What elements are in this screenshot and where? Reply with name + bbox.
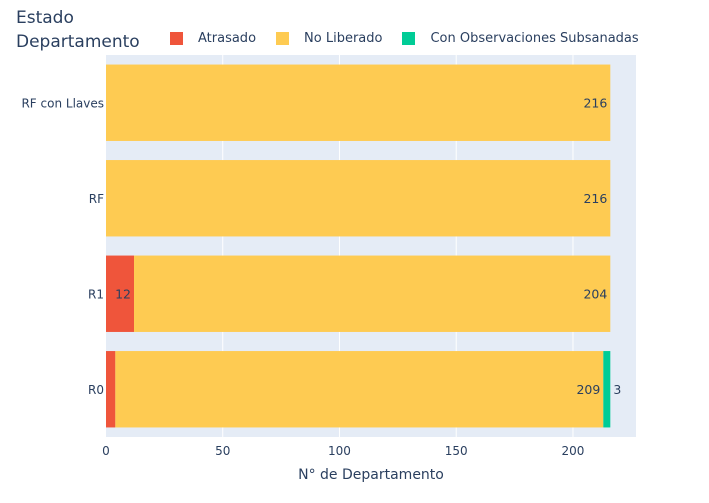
data-label-no-liberado-rf: 216 <box>583 191 607 206</box>
x-tick-label: 200 <box>562 444 585 458</box>
legend-label-no-liberado: No Liberado <box>304 31 383 46</box>
bar-atrasado-r1 <box>106 255 135 332</box>
data-label-no-liberado-r1: 204 <box>583 286 607 301</box>
bar-no-liberado-r1 <box>134 255 611 332</box>
bar-no-liberado-rf-con-llaves <box>106 64 611 141</box>
x-tick-label: 100 <box>328 444 351 458</box>
x-tick-label: 50 <box>215 444 230 458</box>
legend-item-atrasado[interactable]: Atrasado <box>170 31 256 46</box>
data-label-no-liberado-r0: 209 <box>576 382 600 397</box>
data-label-atrasado-r1: 12 <box>115 286 131 301</box>
y-tick-label: RF <box>89 192 104 206</box>
legend-swatch-con-observaciones <box>402 32 416 45</box>
legend-label-con-observaciones: Con Observaciones Subsanadas <box>430 31 639 46</box>
legend-title-line-1: Estado <box>16 8 74 28</box>
bar-no-liberado-r0 <box>115 351 604 428</box>
data-label-no-liberado-rf-con-llaves: 216 <box>583 95 607 110</box>
y-tick-label: RF con Llaves <box>21 96 104 110</box>
y-tick-label: R1 <box>88 287 104 301</box>
bar-con-observaciones-subsanadas-r0 <box>603 351 611 428</box>
legend-title-line-2: Departamento <box>16 32 140 52</box>
bar-atrasado-r0 <box>106 351 116 428</box>
legend-swatch-atrasado <box>170 32 183 45</box>
x-tick-label: 0 <box>102 444 110 458</box>
legend-label-atrasado: Atrasado <box>198 31 257 46</box>
legend-swatch-no-liberado <box>276 32 290 45</box>
bar-no-liberado-rf <box>106 160 611 237</box>
legend-title: Estado Departamento <box>16 6 140 54</box>
legend-item-con-observaciones[interactable]: Con Observaciones Subsanadas <box>402 31 639 46</box>
y-tick-label: R0 <box>88 383 104 397</box>
data-label-con-observaciones-subsanadas-r0: 3 <box>613 382 621 397</box>
legend-item-no-liberado[interactable]: No Liberado <box>276 31 382 46</box>
x-tick-label: 150 <box>445 444 468 458</box>
x-axis-title: N° de Departamento <box>298 467 444 483</box>
legend: Atrasado No Liberado Con Observaciones S… <box>170 31 659 46</box>
